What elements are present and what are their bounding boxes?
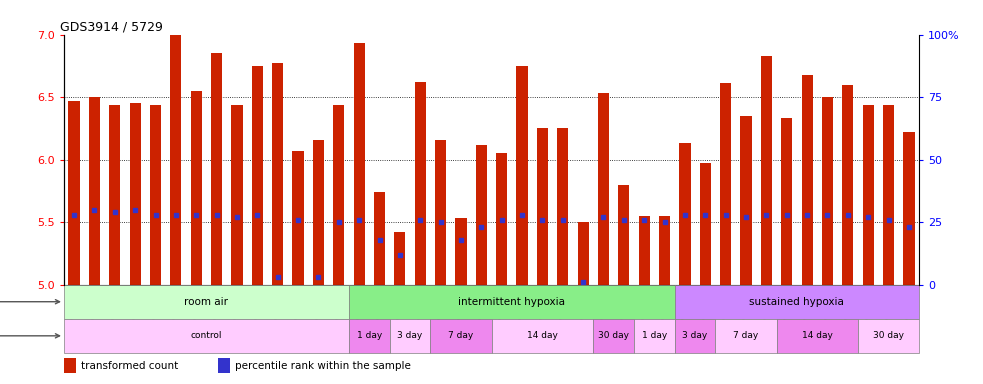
Bar: [598, 93, 609, 285]
Text: 3 day: 3 day: [682, 331, 708, 340]
Bar: [761, 56, 772, 285]
Bar: [842, 84, 853, 285]
Bar: [822, 97, 833, 285]
Text: sustained hypoxia: sustained hypoxia: [749, 297, 844, 307]
Bar: [496, 153, 507, 285]
Text: intermittent hypoxia: intermittent hypoxia: [458, 297, 565, 307]
Bar: [389, 319, 431, 353]
Bar: [516, 66, 528, 285]
Text: percentile rank within the sample: percentile rank within the sample: [235, 361, 411, 371]
Bar: [634, 319, 674, 353]
Bar: [674, 285, 919, 319]
Bar: [211, 53, 222, 285]
Bar: [252, 66, 262, 285]
Text: room air: room air: [185, 297, 228, 307]
Bar: [721, 83, 731, 285]
Bar: [674, 319, 716, 353]
Bar: [801, 74, 813, 285]
Bar: [700, 163, 711, 285]
Text: time: time: [0, 331, 60, 341]
Bar: [639, 216, 650, 285]
Bar: [64, 319, 349, 353]
Bar: [218, 358, 230, 373]
Text: transformed count: transformed count: [81, 361, 178, 371]
Bar: [130, 103, 141, 285]
Text: 30 day: 30 day: [599, 331, 629, 340]
Bar: [777, 319, 858, 353]
Bar: [349, 285, 674, 319]
Bar: [781, 118, 792, 285]
Bar: [476, 145, 487, 285]
Bar: [313, 140, 324, 285]
Bar: [170, 35, 182, 285]
Bar: [431, 319, 492, 353]
Text: 7 day: 7 day: [733, 331, 759, 340]
Text: 30 day: 30 day: [873, 331, 904, 340]
Bar: [349, 319, 389, 353]
Bar: [64, 285, 349, 319]
Bar: [903, 132, 914, 285]
Bar: [883, 104, 895, 285]
Bar: [374, 192, 385, 285]
Bar: [618, 185, 629, 285]
Text: control: control: [191, 331, 222, 340]
Bar: [557, 128, 568, 285]
Bar: [272, 63, 283, 285]
Bar: [88, 97, 100, 285]
Bar: [863, 104, 874, 285]
Bar: [394, 232, 405, 285]
Bar: [191, 91, 202, 285]
Text: 14 day: 14 day: [527, 331, 557, 340]
Text: 3 day: 3 day: [397, 331, 423, 340]
Bar: [435, 140, 446, 285]
Text: GDS3914 / 5729: GDS3914 / 5729: [60, 20, 162, 33]
Bar: [333, 104, 344, 285]
Bar: [231, 104, 243, 285]
Bar: [354, 43, 365, 285]
Bar: [537, 128, 548, 285]
Bar: [858, 319, 919, 353]
Bar: [716, 319, 777, 353]
Bar: [64, 358, 76, 373]
Text: 1 day: 1 day: [642, 331, 667, 340]
Bar: [594, 319, 634, 353]
Text: 1 day: 1 day: [357, 331, 382, 340]
Text: 7 day: 7 day: [448, 331, 474, 340]
Bar: [679, 143, 690, 285]
Bar: [740, 116, 752, 285]
Bar: [109, 104, 120, 285]
Bar: [293, 151, 304, 285]
Text: 14 day: 14 day: [802, 331, 833, 340]
Text: stress: stress: [0, 297, 60, 307]
Bar: [578, 222, 589, 285]
Bar: [150, 104, 161, 285]
Bar: [69, 101, 80, 285]
Bar: [492, 319, 594, 353]
Bar: [659, 216, 670, 285]
Bar: [415, 82, 426, 285]
Bar: [455, 218, 467, 285]
